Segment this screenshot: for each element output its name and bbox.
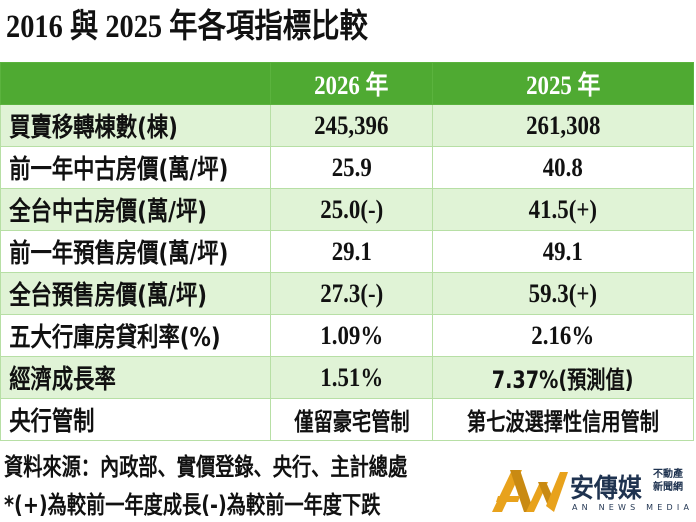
table-header-row: 2026 年 2025 年 — [0, 62, 694, 105]
row-label: 全台預售房價(萬/坪) — [0, 272, 271, 315]
value-2025: 41.5(+) — [432, 188, 694, 231]
value-2025: 7.37%(預測值) — [432, 356, 694, 399]
comparison-table: 2026 年 2025 年 買賣移轉棟數(棟) 245,396 261,308 … — [0, 62, 694, 441]
value-2025: 2.16% — [432, 314, 694, 357]
logo-english-text: AN NEWS MEDIA — [572, 503, 694, 512]
value-2026: 25.0(-) — [270, 188, 433, 231]
value-2026: 25.9 — [270, 146, 433, 189]
source-note: 資料來源：內政部、實價登錄、央行、主計總處 — [4, 453, 408, 481]
table-row: 央行管制 僅留豪宅管制 第七波選擇性信用管制 — [0, 398, 694, 441]
table-row: 前一年預售房價(萬/坪) 29.1 49.1 — [0, 230, 694, 273]
value-2026: 僅留豪宅管制 — [270, 398, 433, 441]
table-row: 買賣移轉棟數(棟) 245,396 261,308 — [0, 104, 694, 147]
row-label: 買賣移轉棟數(棟) — [0, 104, 271, 147]
legend-note: *(+)為較前一年度成長(-)為較前一年度下跌 — [4, 491, 381, 519]
value-2025: 49.1 — [432, 230, 694, 273]
table-row: 前一年中古房價(萬/坪) 25.9 40.8 — [0, 146, 694, 189]
row-label: 前一年中古房價(萬/坪) — [0, 146, 271, 189]
row-label: 全台中古房價(萬/坪) — [0, 188, 271, 231]
table-row: 五大行庫房貸利率(%) 1.09% 2.16% — [0, 314, 694, 357]
page-title: 2016 與 2025 年各項指標比較 — [6, 9, 368, 45]
row-label: 五大行庫房貸利率(%) — [0, 314, 271, 357]
row-label: 央行管制 — [0, 398, 271, 441]
header-cell-indicator — [0, 62, 271, 105]
logo-subtitle: 不動產 新聞網 — [653, 469, 683, 493]
value-2025: 261,308 — [432, 104, 694, 147]
value-2025: 59.3(+) — [432, 272, 694, 315]
value-2026: 245,396 — [270, 104, 433, 147]
value-2026: 1.51% — [270, 356, 433, 399]
table-row: 經濟成長率 1.51% 7.37%(預測值) — [0, 356, 694, 399]
value-2026: 1.09% — [270, 314, 433, 357]
table-row: 全台預售房價(萬/坪) 27.3(-) 59.3(+) — [0, 272, 694, 315]
header-cell-2025: 2025 年 — [432, 62, 694, 105]
value-2025: 40.8 — [432, 146, 694, 189]
row-label: 前一年預售房價(萬/坪) — [0, 230, 271, 273]
value-2026: 29.1 — [270, 230, 433, 273]
an-news-media-logo: 安傳媒 不動產 新聞網 AN NEWS MEDIA — [490, 462, 690, 517]
an-logo-icon — [492, 470, 568, 512]
value-2025: 第七波選擇性信用管制 — [432, 398, 694, 441]
table-row: 全台中古房價(萬/坪) 25.0(-) 41.5(+) — [0, 188, 694, 231]
logo-brand-text: 安傳媒 — [570, 474, 642, 504]
header-cell-2026: 2026 年 — [270, 62, 433, 105]
value-2026: 27.3(-) — [270, 272, 433, 315]
row-label: 經濟成長率 — [0, 356, 271, 399]
